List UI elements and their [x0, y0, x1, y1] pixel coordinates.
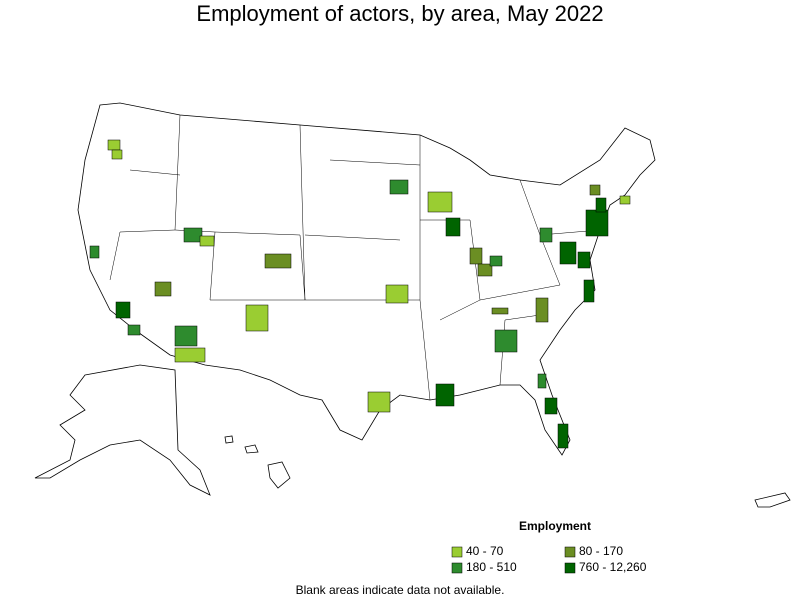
area	[445, 217, 461, 237]
map-title: Employment of actors, by area, May 2022	[196, 1, 603, 26]
area	[535, 297, 549, 323]
legend-swatch	[451, 562, 463, 574]
map	[34, 102, 791, 508]
legend-title: Employment	[519, 519, 591, 533]
area	[89, 245, 100, 259]
area	[491, 307, 509, 315]
area	[494, 329, 518, 353]
area	[111, 149, 123, 160]
area	[115, 301, 131, 319]
area	[107, 139, 121, 151]
area	[389, 179, 409, 195]
area	[264, 253, 292, 269]
legend-swatch	[451, 546, 463, 558]
puerto-rico	[754, 492, 791, 508]
area	[589, 184, 601, 196]
legend: 40 - 70 80 - 170 180 - 510 760 - 12,260	[451, 544, 647, 574]
area	[559, 241, 577, 265]
area	[199, 235, 215, 247]
area	[367, 391, 391, 413]
legend-label: 80 - 170	[579, 544, 623, 558]
legend-swatch	[564, 546, 576, 558]
area	[385, 284, 409, 304]
area	[427, 191, 453, 213]
area	[539, 227, 553, 243]
area	[435, 383, 455, 407]
area	[174, 325, 198, 347]
legend-label: 760 - 12,260	[579, 560, 647, 574]
hawaii-3	[267, 461, 291, 489]
note: Blank areas indicate data not available.	[296, 583, 505, 597]
area	[577, 251, 591, 269]
legend-swatch	[564, 562, 576, 574]
area	[544, 397, 558, 415]
lower-48	[77, 102, 656, 456]
area	[557, 423, 569, 449]
area	[469, 247, 483, 265]
area	[583, 279, 595, 303]
area	[619, 195, 631, 205]
area	[585, 209, 609, 237]
hawaii-2	[244, 444, 259, 454]
area	[174, 347, 206, 363]
area	[154, 281, 172, 297]
area	[537, 373, 547, 389]
areas	[89, 139, 631, 449]
legend-label: 40 - 70	[466, 544, 504, 558]
area	[477, 263, 493, 277]
area	[127, 324, 141, 336]
area	[595, 197, 607, 213]
area	[183, 227, 203, 243]
area	[489, 255, 503, 267]
legend-label: 180 - 510	[466, 560, 517, 574]
alaska	[34, 364, 211, 496]
hawaii-1	[224, 435, 234, 444]
area	[245, 304, 269, 332]
